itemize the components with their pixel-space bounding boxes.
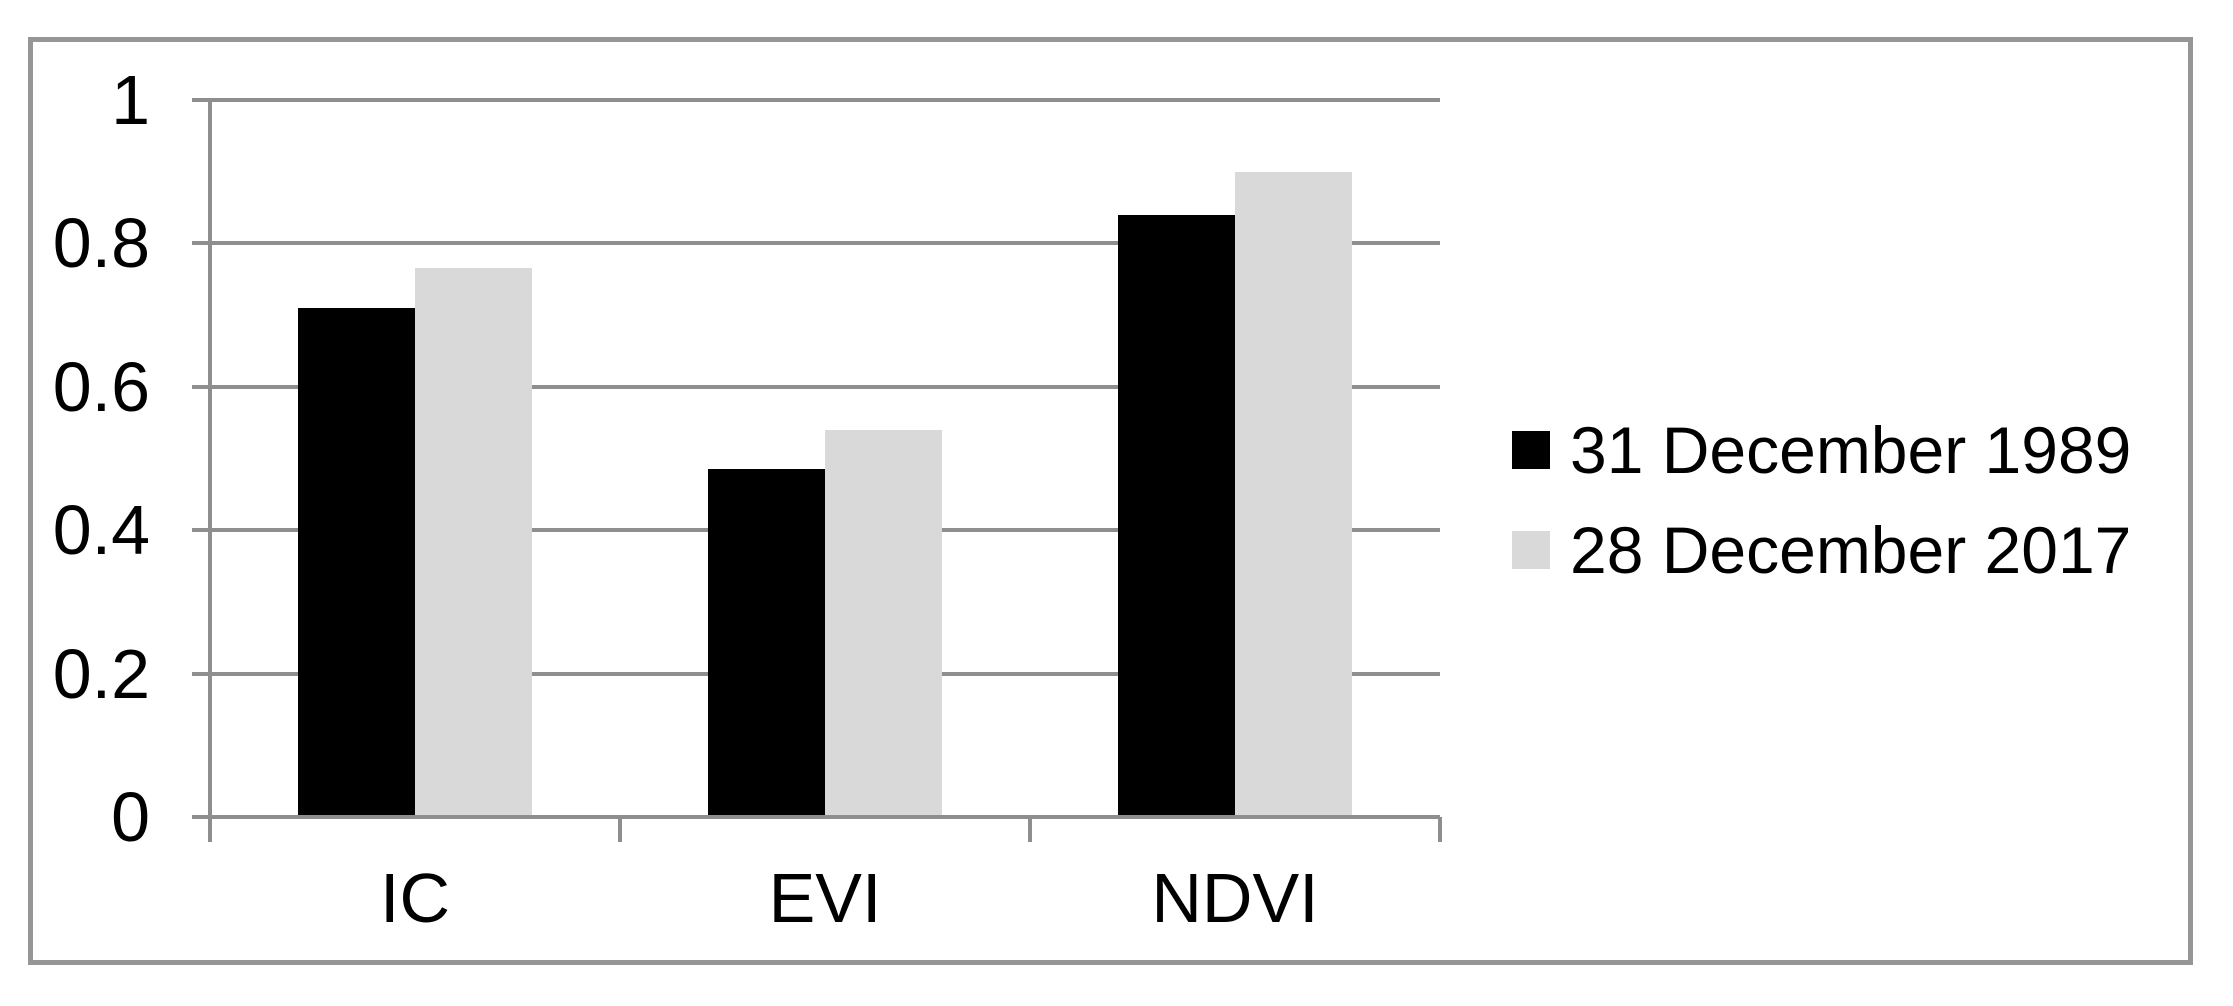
legend-swatch-2017-icon xyxy=(1512,531,1550,569)
category-label-ic: IC xyxy=(380,859,450,937)
bar-evi-1989 xyxy=(708,469,825,817)
x-tick-mark-3 xyxy=(1438,817,1442,842)
y-tick-mark-1 xyxy=(192,98,210,102)
y-tick-mark-0.2 xyxy=(192,671,210,676)
gridline-1 xyxy=(210,98,1440,102)
y-tick-label-0: 0 xyxy=(111,778,150,856)
legend-item-2017: 28 December 2017 xyxy=(1512,512,2131,588)
y-tick-label-0.8: 0.8 xyxy=(52,204,150,283)
bar-ndvi-1989 xyxy=(1118,215,1235,817)
gridline-0.6 xyxy=(210,384,1440,389)
x-tick-mark-2 xyxy=(1028,817,1032,842)
bar-ic-1989 xyxy=(298,308,415,817)
bar-ndvi-2017 xyxy=(1235,172,1352,817)
y-tick-label-0.2: 0.2 xyxy=(52,634,150,713)
legend-swatch-1989-icon xyxy=(1512,431,1550,469)
y-tick-mark-0.6 xyxy=(192,384,210,389)
y-tick-label-1: 1 xyxy=(111,61,150,139)
legend-label-1989: 31 December 1989 xyxy=(1570,413,2132,487)
category-label-ndvi: NDVI xyxy=(1151,859,1319,937)
bar-evi-2017 xyxy=(825,430,942,817)
category-label-evi: EVI xyxy=(768,859,882,937)
y-tick-label-0.6: 0.6 xyxy=(52,347,150,426)
x-axis-line xyxy=(192,815,1440,819)
gridline-0.8 xyxy=(210,241,1440,246)
y-tick-mark-0.8 xyxy=(192,241,210,246)
y-tick-mark-0.4 xyxy=(192,528,210,533)
legend-label-2017: 28 December 2017 xyxy=(1570,513,2132,587)
x-tick-mark-1 xyxy=(618,817,622,842)
y-axis-line xyxy=(208,100,212,842)
bar-ic-2017 xyxy=(415,268,532,817)
y-tick-label-0.4: 0.4 xyxy=(52,491,150,570)
legend-item-1989: 31 December 1989 xyxy=(1512,412,2131,488)
